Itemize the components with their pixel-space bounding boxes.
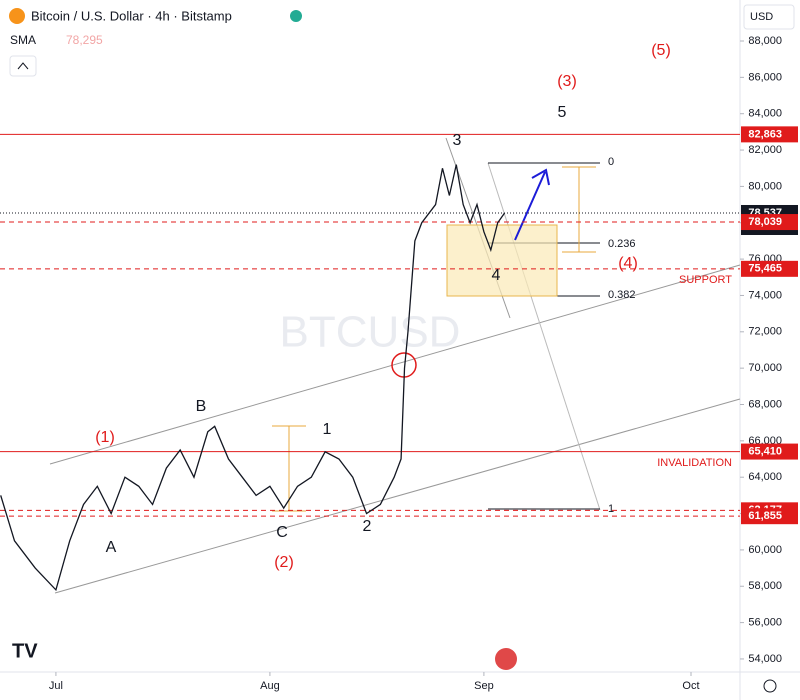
logo: TV (12, 640, 38, 662)
channel-line (49, 264, 741, 465)
price-tag-label: 78,039 (748, 216, 782, 228)
price-tag-label: 65,410 (748, 445, 782, 457)
currency: USD (750, 11, 773, 23)
price-tag (741, 126, 798, 143)
indicator-name[interactable]: SMA (10, 33, 36, 47)
y-tick-label: 56,000 (748, 617, 782, 629)
y-tick-label: 80,000 (748, 180, 782, 192)
fib-label: 0.236 (608, 238, 636, 250)
price-tag-label: 61,855 (748, 510, 782, 522)
note: SUPPORT (679, 274, 732, 286)
y-tick-label: 54,000 (748, 653, 782, 665)
settings-icon[interactable] (763, 679, 777, 693)
y-tick-label: 64,000 (748, 471, 782, 483)
wave-label: 5 (558, 104, 567, 121)
wave-label: (2) (274, 554, 294, 571)
y-tick-label: 86,000 (748, 71, 782, 83)
target-box (446, 224, 558, 297)
price-tag (741, 443, 798, 460)
wave-label: (4) (618, 255, 638, 272)
wave-label: 1 (323, 421, 332, 438)
event-icon[interactable] (495, 648, 517, 670)
channel-line (54, 398, 741, 594)
watermark: BTCUSD (280, 308, 461, 357)
y-tick-label: 82,000 (748, 144, 782, 156)
plot (0, 133, 740, 592)
collapse-button[interactable] (9, 55, 37, 77)
wave-label: (5) (651, 42, 671, 59)
coin-icon (9, 8, 25, 24)
price-line (0, 164, 506, 592)
wave-label: 3 (453, 132, 462, 149)
x-tick-label: Jul (49, 680, 63, 692)
trend-line (487, 162, 601, 511)
x-tick-label: Sep (474, 680, 494, 692)
wave-label: B (196, 398, 207, 415)
y-tick-label: 60,000 (748, 544, 782, 556)
wave-label: C (276, 524, 288, 541)
currency-button[interactable] (743, 4, 795, 30)
price-tag-label: 75,465 (748, 263, 782, 275)
collapse-icon (17, 62, 29, 70)
y-tick-label: 88,000 (748, 35, 782, 47)
y-tick-label: 68,000 (748, 398, 782, 410)
indicator-value: 78,295 (66, 33, 103, 47)
wave-label: 2 (363, 518, 372, 535)
wave-label: (3) (557, 73, 577, 90)
y-tick-label: 70,000 (748, 362, 782, 374)
wave-label: 4 (492, 267, 501, 284)
x-tick-label: Oct (682, 680, 699, 692)
fib-label: 1 (608, 503, 614, 515)
symbol-title[interactable]: Bitcoin / U.S. Dollar · 4h · Bitstamp (31, 8, 232, 23)
y-tick-label: 72,000 (748, 326, 782, 338)
wave-label: A (106, 539, 117, 556)
note: INVALIDATION (657, 457, 732, 469)
fib-label: 0.382 (608, 289, 636, 301)
price-tag (741, 260, 798, 277)
y-tick-label: 74,000 (748, 289, 782, 301)
price-tag (741, 214, 798, 231)
wave-label: (1) (95, 429, 115, 446)
y-tick-label: 58,000 (748, 580, 782, 592)
price-tag (741, 508, 798, 525)
projection-arrow (514, 168, 550, 241)
status-dot (290, 10, 302, 22)
fib-label: 0 (608, 156, 614, 168)
y-tick-label: 84,000 (748, 108, 782, 120)
price-tag-label: 82,863 (748, 128, 782, 140)
x-tick-label: Aug (260, 680, 280, 692)
